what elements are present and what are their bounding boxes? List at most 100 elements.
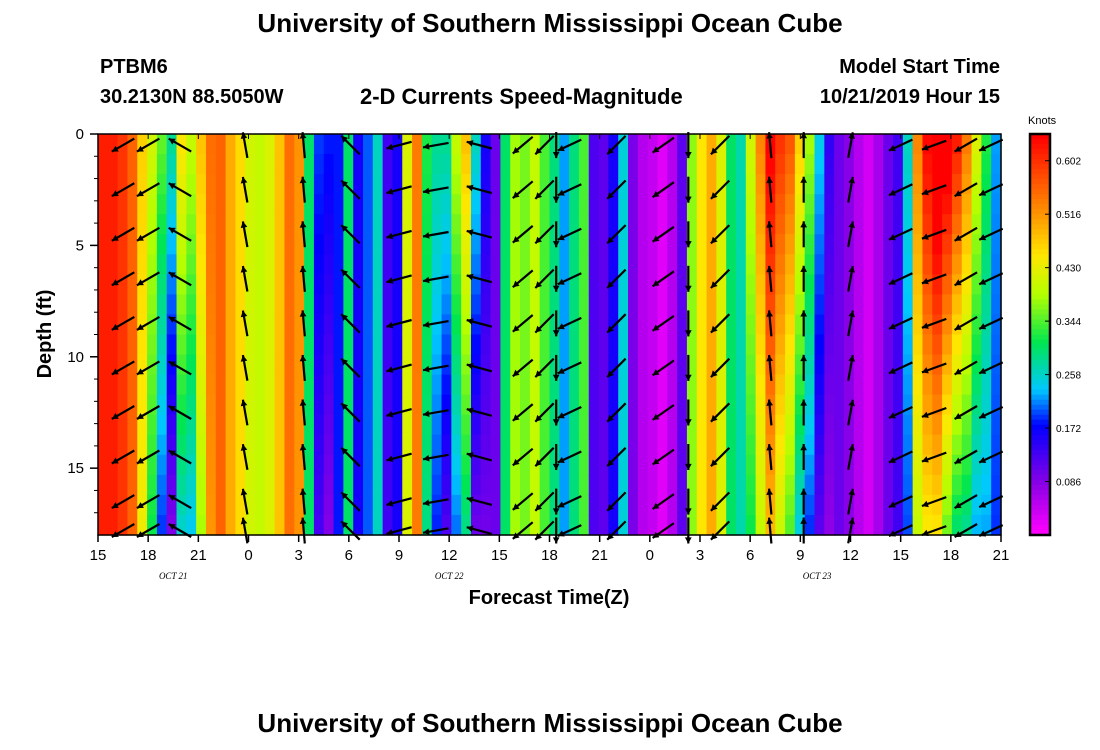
heatmap-cell	[176, 394, 187, 416]
heatmap-cell	[363, 414, 374, 436]
heatmap-cell	[696, 214, 708, 235]
heatmap-cell	[804, 194, 816, 215]
heatmap-cell	[529, 354, 541, 376]
heatmap-cell	[510, 474, 521, 496]
heatmap-cell	[304, 394, 315, 416]
heatmap-cell	[294, 294, 305, 316]
heatmap-cell	[402, 474, 413, 496]
heatmap-cell	[853, 434, 865, 456]
heatmap-cell	[451, 454, 462, 476]
heatmap-cell	[716, 234, 727, 255]
current-vector	[422, 364, 449, 373]
colorbar-swatch	[1030, 379, 1050, 386]
heatmap-cell	[372, 214, 384, 235]
heatmap-cell	[313, 434, 325, 456]
heatmap-cell	[549, 334, 560, 356]
heatmap-cell	[343, 514, 354, 536]
heatmap-cell	[598, 294, 609, 316]
heatmap-cell	[392, 454, 403, 476]
current-vector	[978, 406, 1004, 419]
heatmap-cell	[745, 234, 757, 255]
heatmap-cell	[883, 514, 894, 536]
heatmap-cell	[333, 494, 344, 516]
colorbar-swatch	[1030, 489, 1050, 496]
current-vector	[136, 360, 160, 376]
heatmap-cell	[205, 454, 217, 476]
heatmap-cell	[520, 194, 531, 215]
heatmap-cell	[215, 134, 227, 155]
heatmap-cell	[284, 154, 295, 175]
current-vector	[978, 495, 1004, 509]
heatmap-cell	[578, 334, 590, 356]
heatmap-cell	[647, 214, 659, 235]
heatmap-cell	[814, 214, 825, 235]
current-vector	[340, 135, 361, 156]
heatmap-cell	[824, 274, 835, 295]
heatmap-cell	[961, 254, 973, 275]
heatmap-cell	[107, 294, 119, 316]
heatmap-cell	[922, 274, 933, 295]
heatmap-cell	[549, 294, 560, 316]
heatmap-cell	[824, 454, 835, 476]
heatmap-cell	[873, 474, 884, 496]
colorbar-swatch	[1030, 294, 1050, 301]
heatmap-cell	[981, 274, 992, 295]
heatmap-cell	[529, 334, 541, 356]
heatmap-cell	[726, 514, 737, 536]
heatmap-cell	[794, 254, 806, 275]
heatmap-cell	[794, 514, 806, 536]
heatmap-cell	[461, 454, 472, 476]
current-vector	[168, 405, 192, 420]
heatmap-cell	[98, 334, 109, 356]
heatmap-cell	[284, 274, 295, 295]
colorbar-swatch	[1030, 374, 1050, 381]
heatmap-cell	[107, 234, 119, 255]
current-vector	[299, 221, 307, 248]
heatmap-cell	[804, 474, 816, 496]
current-vector	[340, 402, 361, 423]
heatmap-cell	[588, 254, 600, 275]
heatmap-cell	[598, 194, 609, 215]
heatmap-cell	[667, 194, 678, 215]
heatmap-cell	[922, 214, 933, 235]
heatmap-cell	[883, 314, 894, 336]
heatmap-cell	[205, 354, 217, 376]
heatmap-cell	[323, 314, 335, 336]
heatmap-cell	[726, 414, 737, 436]
heatmap-cell	[333, 514, 344, 536]
current-vector	[136, 271, 160, 287]
heatmap-cell	[598, 134, 609, 155]
heatmap-cell	[647, 154, 659, 175]
heatmap-cell	[255, 334, 266, 356]
heatmap-cell	[294, 134, 305, 155]
heatmap-cell	[264, 214, 276, 235]
heatmap-cell	[264, 154, 276, 175]
heatmap-cell	[274, 434, 286, 456]
x-tick-label: 0	[244, 547, 252, 564]
heatmap-cell	[500, 214, 511, 235]
heatmap-cell	[735, 274, 747, 295]
heatmap-cell	[951, 474, 963, 496]
heatmap-cell	[117, 434, 129, 456]
heatmap-cell	[686, 334, 698, 356]
heatmap-cell	[421, 454, 433, 476]
heatmap-cell	[981, 454, 992, 476]
heatmap-cell	[402, 154, 413, 175]
heatmap-cell	[421, 394, 433, 416]
heatmap-cell	[735, 374, 747, 396]
heatmap-cell	[215, 254, 227, 275]
heatmap-cell	[981, 294, 992, 316]
heatmap-cell	[686, 134, 698, 155]
heatmap-cell	[147, 474, 158, 496]
heatmap-cell	[107, 414, 119, 436]
heatmap-cell	[255, 454, 266, 476]
heatmap-cell	[284, 354, 295, 376]
heatmap-cell	[107, 514, 119, 536]
heatmap-cell	[255, 494, 266, 516]
colorbar-swatch	[1030, 269, 1050, 275]
heatmap-cell	[618, 314, 629, 336]
heatmap-cell	[284, 434, 295, 456]
heatmap-cell	[981, 134, 992, 155]
colorbar-swatch	[1030, 359, 1050, 366]
